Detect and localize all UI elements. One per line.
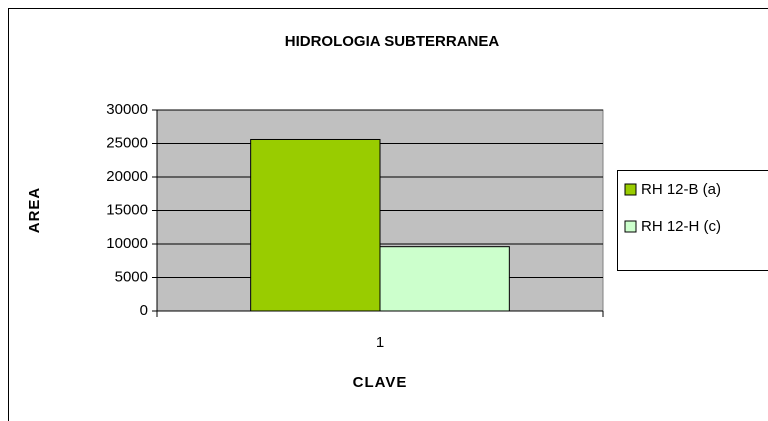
x-tick-label: 1 [376,334,384,351]
chart-title: HIDROLOGIA SUBTERRANEA [285,33,500,50]
bar [379,246,510,312]
legend-label: RH 12-H (c) [641,218,721,235]
y-tick-label: 0 [140,302,148,319]
legend-swatch [624,220,637,233]
y-tick-label: 15000 [106,201,148,218]
y-axis-label: AREA [26,187,43,234]
y-tick-label: 5000 [115,268,148,285]
legend [617,170,768,271]
x-axis-label: CLAVE [353,374,408,391]
y-tick-label: 30000 [106,101,148,118]
y-tick-label: 10000 [106,235,148,252]
legend-label: RH 12-B (a) [641,181,721,198]
y-tick-label: 20000 [106,168,148,185]
bar [250,138,381,312]
legend-swatch [624,183,637,196]
y-tick-label: 25000 [106,134,148,151]
